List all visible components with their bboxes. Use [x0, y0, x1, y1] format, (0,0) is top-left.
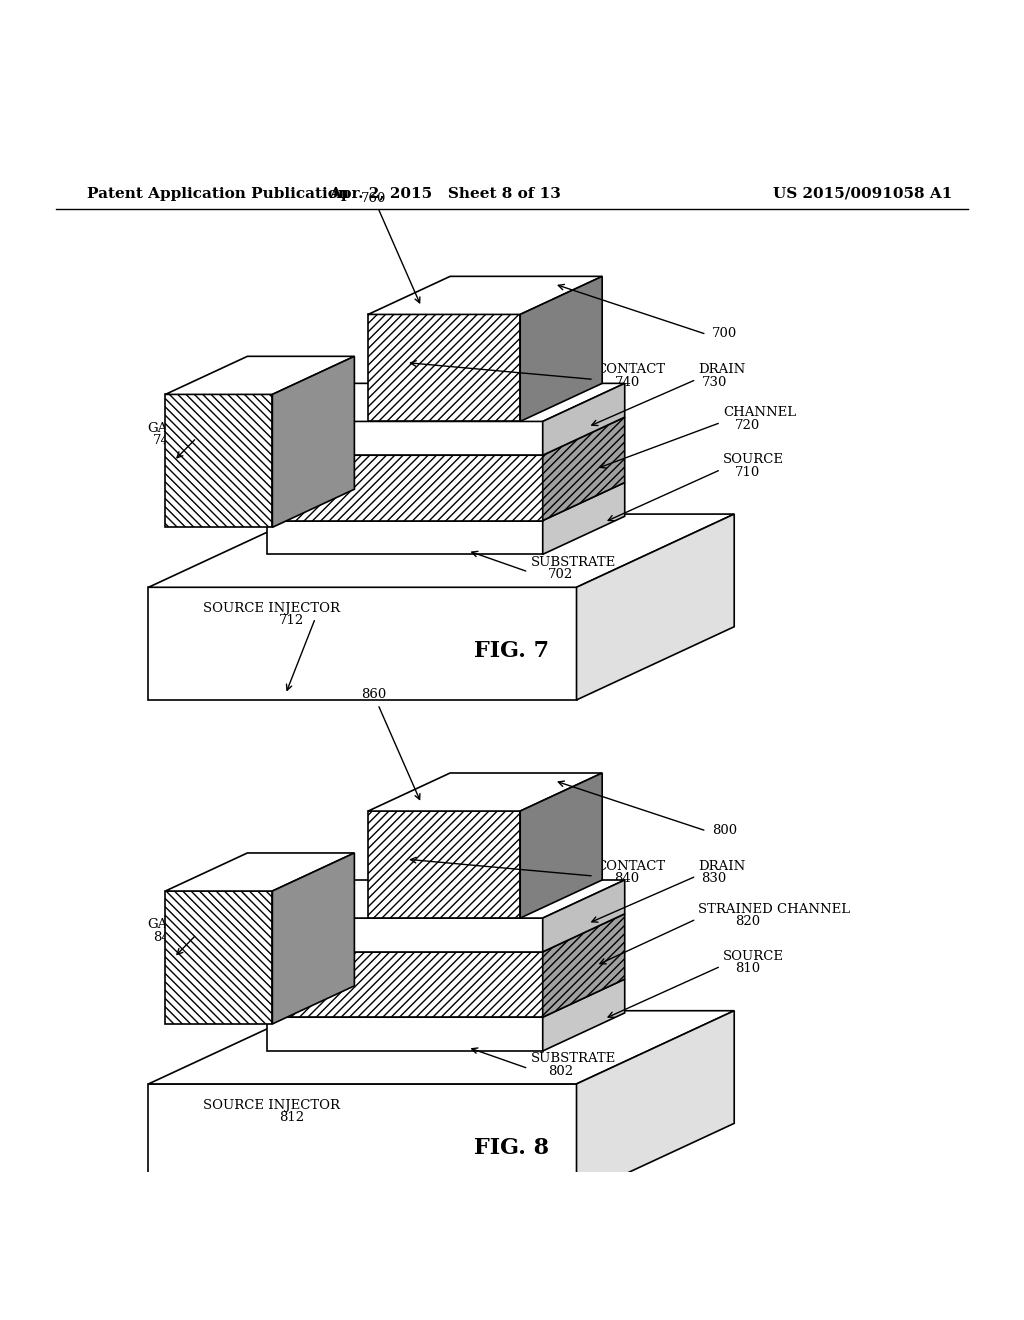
Text: 840: 840 [614, 873, 640, 886]
Polygon shape [266, 1018, 543, 1051]
Text: SUBSTRATE: SUBSTRATE [530, 1052, 615, 1065]
Polygon shape [165, 891, 272, 1024]
Text: DRAIN: DRAIN [698, 363, 745, 376]
Polygon shape [543, 880, 625, 952]
Polygon shape [266, 383, 625, 421]
Polygon shape [577, 1011, 734, 1196]
Text: Apr. 2, 2015   Sheet 8 of 13: Apr. 2, 2015 Sheet 8 of 13 [330, 187, 561, 201]
Polygon shape [148, 513, 734, 587]
Text: 860: 860 [361, 689, 420, 800]
Text: 740: 740 [614, 376, 640, 388]
Text: FIG. 7: FIG. 7 [474, 640, 550, 661]
Text: SUBSTRATE: SUBSTRATE [530, 556, 615, 569]
Text: SOURCE INJECTOR: SOURCE INJECTOR [203, 1098, 340, 1111]
Polygon shape [148, 1084, 577, 1196]
Polygon shape [148, 587, 577, 700]
Polygon shape [266, 421, 543, 455]
Polygon shape [272, 853, 354, 1024]
Text: CHANNEL: CHANNEL [723, 407, 796, 420]
Polygon shape [266, 880, 625, 919]
Text: US 2015/0091058 A1: US 2015/0091058 A1 [773, 187, 952, 201]
Text: 720: 720 [735, 418, 761, 432]
Polygon shape [520, 774, 602, 919]
Text: DRAIN: DRAIN [698, 859, 745, 873]
Text: 702: 702 [548, 568, 573, 581]
Text: SOURCE: SOURCE [723, 453, 784, 466]
Text: 742: 742 [154, 434, 178, 447]
Text: 812: 812 [280, 1111, 304, 1123]
Text: 810: 810 [735, 962, 761, 975]
Text: Patent Application Publication: Patent Application Publication [87, 187, 349, 201]
Text: SOURCE: SOURCE [723, 950, 784, 964]
Polygon shape [266, 952, 543, 1018]
Polygon shape [266, 520, 543, 554]
Polygon shape [266, 913, 625, 952]
Text: CONTACT: CONTACT [596, 363, 666, 376]
Polygon shape [272, 356, 354, 527]
Text: CONTACT: CONTACT [596, 859, 666, 873]
Polygon shape [266, 919, 543, 952]
Polygon shape [165, 853, 354, 891]
Text: 700: 700 [712, 327, 737, 341]
Polygon shape [148, 1011, 734, 1084]
Polygon shape [266, 417, 625, 455]
Polygon shape [165, 395, 272, 527]
Text: GATE: GATE [147, 421, 184, 434]
Polygon shape [543, 913, 625, 1018]
Polygon shape [543, 483, 625, 554]
Polygon shape [369, 810, 520, 919]
Polygon shape [266, 483, 625, 520]
Text: 760: 760 [361, 191, 420, 302]
Text: 802: 802 [548, 1065, 573, 1077]
Polygon shape [543, 383, 625, 455]
Polygon shape [165, 356, 354, 395]
Polygon shape [369, 276, 602, 314]
Polygon shape [369, 774, 602, 810]
Polygon shape [543, 417, 625, 520]
Text: 710: 710 [735, 466, 761, 479]
Text: 842: 842 [154, 931, 178, 944]
Text: 830: 830 [701, 873, 727, 886]
Polygon shape [266, 979, 625, 1018]
Polygon shape [543, 979, 625, 1051]
Text: STRAINED CHANNEL: STRAINED CHANNEL [698, 903, 851, 916]
Text: GATE: GATE [147, 919, 184, 932]
Text: 820: 820 [735, 915, 761, 928]
Polygon shape [369, 314, 520, 421]
Polygon shape [266, 455, 543, 520]
Text: 712: 712 [280, 614, 304, 627]
Text: 730: 730 [701, 376, 727, 388]
Text: SOURCE INJECTOR: SOURCE INJECTOR [203, 602, 340, 615]
Polygon shape [577, 513, 734, 700]
Polygon shape [520, 276, 602, 421]
Text: 800: 800 [712, 824, 737, 837]
Text: FIG. 8: FIG. 8 [474, 1137, 550, 1159]
